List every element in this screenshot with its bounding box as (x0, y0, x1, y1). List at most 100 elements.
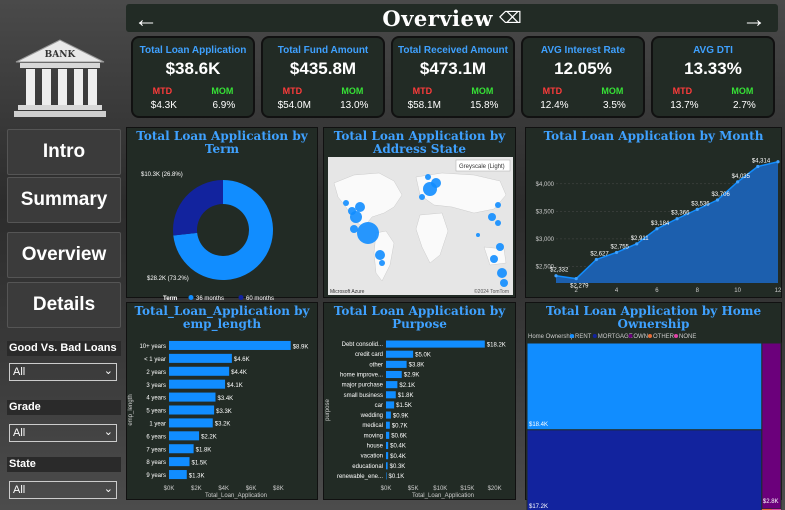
bar[interactable] (386, 391, 396, 399)
category-label: 4 years (146, 396, 166, 402)
bar[interactable] (386, 462, 388, 470)
treemap-cell[interactable] (526, 342, 763, 431)
data-point[interactable] (614, 250, 619, 255)
category-label: 6 years (146, 434, 166, 440)
legend-item[interactable]: 36 months (196, 296, 224, 302)
category-label: 1 year (149, 421, 166, 427)
legend-item[interactable]: OTHER (653, 334, 675, 340)
bar-value-label: $5.0K (415, 352, 431, 358)
purpose-bar-chart[interactable]: purpose Debt consolid... $18.2K credit card… (324, 331, 517, 499)
panel-purpose: Total Loan Application by Purpose purpos… (323, 302, 516, 500)
category-label: 10+ years (139, 344, 166, 350)
filter-grade-select[interactable]: All ⌄ (9, 424, 117, 442)
kpi-title: Total Fund Amount (277, 45, 369, 56)
data-point[interactable] (776, 160, 780, 164)
data-point[interactable] (554, 274, 558, 278)
bar[interactable] (386, 340, 485, 348)
bar[interactable] (386, 441, 389, 450)
bar[interactable] (169, 340, 291, 350)
x-axis-title: Total_Loan_Application (205, 493, 267, 499)
legend-item[interactable]: 60 months (246, 296, 274, 302)
nav-details-button[interactable]: Details (7, 282, 121, 328)
bar-value-label: $2.2K (201, 435, 217, 441)
data-point[interactable] (695, 207, 699, 211)
bar[interactable] (169, 353, 232, 363)
data-label: $4,314 (752, 158, 771, 164)
bar[interactable] (169, 379, 226, 389)
back-arrow-icon[interactable]: ← (134, 6, 158, 33)
bar[interactable] (386, 472, 387, 480)
legend-item[interactable]: NONE (679, 334, 696, 340)
bar[interactable] (169, 457, 190, 467)
category-label: medical (362, 423, 383, 429)
data-point[interactable] (594, 257, 598, 262)
category-label: moving (364, 433, 383, 439)
kpi-title: Total Received Amount (397, 45, 508, 56)
ownership-treemap[interactable]: Home Ownership RENT MORTGAGE OWN OTHER NONE $1… (526, 331, 783, 510)
donut-label: $10.3K (26.8%) (141, 172, 183, 178)
bar[interactable] (386, 360, 407, 368)
bar[interactable] (386, 452, 389, 460)
treemap-cell[interactable] (761, 342, 782, 510)
month-area-chart[interactable]: $2,500 $3,000 $3,500 $4,000 2 4 6 8 10 12 $2,332 $2… (526, 143, 783, 298)
nav-intro-button[interactable]: Intro (7, 129, 121, 175)
bar[interactable] (169, 418, 213, 428)
bar[interactable] (169, 470, 187, 480)
x-tick-label: $10K (433, 486, 447, 492)
x-tick-label: 2 (575, 288, 579, 294)
panel-purpose-title: Total Loan Application by Purpose (333, 304, 506, 331)
kpi-mom-label: MOM (601, 86, 624, 96)
bar[interactable] (386, 411, 391, 419)
header-bar: ← Overview ⌫ → (126, 4, 778, 33)
legend-swatch (592, 334, 597, 338)
bar[interactable] (169, 392, 216, 402)
data-point[interactable] (635, 242, 639, 246)
state-map[interactable]: Greyscale (Light) Microsoft Azure ©2024 … (324, 155, 517, 298)
data-label: $2,755 (611, 244, 630, 250)
bar[interactable] (169, 405, 215, 415)
page-title: Overview (382, 5, 493, 31)
legend-item[interactable]: RENT (575, 334, 592, 340)
term-donut-chart[interactable]: $28.2K (73.2%) $10.3K (26.8%) Term 36 month… (127, 156, 319, 311)
treemap-label: $2.8K (763, 499, 779, 505)
bar[interactable] (169, 444, 194, 454)
data-point[interactable] (675, 217, 679, 221)
bar[interactable] (386, 381, 398, 389)
bar[interactable] (386, 350, 414, 358)
bar[interactable] (169, 431, 200, 441)
donut-slice[interactable] (173, 180, 273, 280)
data-point[interactable] (736, 180, 740, 184)
nav-summary-button[interactable]: Summary (7, 177, 121, 223)
donut-slice[interactable] (173, 180, 223, 236)
forward-arrow-icon[interactable]: → (742, 6, 766, 33)
bar[interactable] (386, 401, 395, 409)
x-tick-label: 10 (734, 288, 741, 294)
bar[interactable] (386, 421, 390, 429)
map-style-label[interactable]: Greyscale (Light) (459, 164, 505, 170)
data-point[interactable] (574, 277, 578, 281)
legend-item[interactable]: OWN (633, 334, 648, 340)
nav-overview-button[interactable]: Overview (7, 232, 121, 278)
legend-item[interactable]: MORTGAGE (598, 334, 633, 340)
kpi-total-received-amount: Total Received Amount $473.1M MTD MOM $58… (391, 36, 515, 118)
data-point[interactable] (655, 227, 659, 231)
legend-swatch (188, 295, 194, 300)
treemap-cell[interactable] (526, 429, 763, 510)
legend-title: Home Ownership (528, 334, 575, 340)
filter-loan-quality-select[interactable]: All ⌄ (9, 363, 117, 381)
bar[interactable] (169, 366, 230, 376)
bank-logo-icon: BANK (14, 39, 106, 117)
bar-value-label: $0.9K (393, 413, 409, 419)
bar[interactable] (386, 431, 390, 439)
category-label: house (367, 444, 384, 450)
chevron-down-icon: ⌄ (103, 483, 113, 495)
panel-month-title: Total Loan Application by Month (543, 129, 764, 143)
filter-state-select[interactable]: All ⌄ (9, 481, 117, 499)
donut-label: $28.2K (73.2%) (147, 276, 189, 282)
emp-bar-chart[interactable]: emp_length 10+ years $8.9K < 1 year $4.6K 2 y… (127, 331, 319, 499)
eraser-icon[interactable]: ⌫ (498, 10, 522, 27)
data-point[interactable] (756, 164, 760, 169)
bar-value-label: $1.3K (189, 473, 205, 479)
data-point[interactable] (715, 198, 720, 202)
bar[interactable] (386, 370, 402, 379)
